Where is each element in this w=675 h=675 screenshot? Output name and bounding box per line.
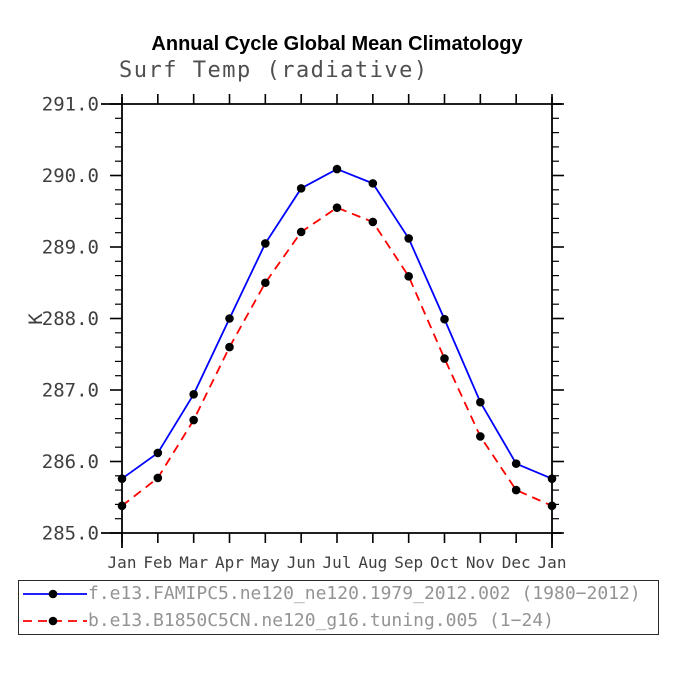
series-marker bbox=[153, 448, 163, 458]
series-marker bbox=[117, 501, 127, 511]
legend-line-sample bbox=[23, 616, 87, 626]
series-marker bbox=[296, 227, 306, 237]
y-tick-label: 288.0 bbox=[42, 308, 99, 330]
legend-entry-0: f.e13.FAMIPC5.ne120_ne120.1979_2012.002 … bbox=[22, 581, 658, 607]
legend-box: f.e13.FAMIPC5.ne120_ne120.1979_2012.002 … bbox=[18, 580, 659, 635]
x-tick-label: May bbox=[251, 553, 280, 572]
series-line-1 bbox=[121, 206, 553, 507]
x-tick-label: Aug bbox=[358, 553, 387, 572]
series-marker bbox=[511, 485, 521, 495]
series-marker bbox=[511, 459, 521, 468]
series-marker bbox=[189, 415, 198, 425]
legend-entry-1: b.e13.B1850C5CN.ne120_g16.tuning.005 (1−… bbox=[22, 609, 658, 635]
series-marker bbox=[296, 184, 306, 193]
series-marker bbox=[404, 272, 413, 281]
chart-subtitle: Surf Temp (radiative) bbox=[119, 58, 429, 83]
series-marker bbox=[547, 501, 557, 511]
legend-marker-dot bbox=[48, 589, 58, 599]
series-marker bbox=[440, 314, 449, 324]
series-line-0 bbox=[121, 168, 553, 480]
x-tick-label: Oct bbox=[430, 553, 459, 572]
y-tick-label: 285.0 bbox=[42, 523, 99, 545]
x-tick-label: Jan bbox=[538, 553, 567, 572]
series-marker bbox=[547, 474, 557, 483]
series-marker bbox=[225, 314, 234, 323]
series-marker bbox=[476, 397, 485, 407]
x-tick-label: Feb bbox=[143, 553, 172, 572]
series-marker bbox=[225, 342, 234, 352]
legend-marker-dot bbox=[48, 616, 58, 626]
y-tick-label: 287.0 bbox=[42, 380, 99, 402]
series-marker bbox=[117, 474, 127, 483]
series-marker bbox=[368, 179, 378, 188]
x-tick-label: Sep bbox=[394, 553, 423, 572]
x-tick-label: Apr bbox=[215, 553, 244, 572]
series-marker bbox=[332, 164, 342, 174]
chart-title: Annual Cycle Global Mean Climatology bbox=[151, 33, 523, 55]
legend-label-1: b.e13.B1850C5CN.ne120_g16.tuning.005 (1−… bbox=[88, 610, 554, 632]
x-tick-label: Jul bbox=[323, 553, 352, 572]
series-marker bbox=[261, 239, 270, 248]
x-tick-label: Nov bbox=[466, 553, 495, 572]
series-marker bbox=[153, 473, 163, 483]
x-tick-label: Jan bbox=[108, 553, 137, 572]
series-marker bbox=[332, 203, 342, 212]
series-marker bbox=[368, 217, 378, 227]
x-tick-label: Jun bbox=[287, 553, 316, 572]
y-tick-label: 290.0 bbox=[42, 165, 99, 187]
series-marker bbox=[440, 354, 449, 363]
y-tick-label: 289.0 bbox=[42, 237, 99, 259]
series-marker bbox=[476, 432, 485, 441]
series-marker bbox=[404, 234, 413, 243]
series-marker bbox=[189, 389, 198, 399]
y-tick-label: 286.0 bbox=[42, 451, 99, 473]
y-tick-label: 291.0 bbox=[42, 94, 99, 116]
series-marker bbox=[261, 278, 270, 288]
legend-label-0: f.e13.FAMIPC5.ne120_ne120.1979_2012.002 … bbox=[88, 582, 641, 604]
x-tick-label: Dec bbox=[502, 553, 531, 572]
legend-line-sample bbox=[23, 589, 87, 599]
x-tick-label: Mar bbox=[179, 553, 208, 572]
